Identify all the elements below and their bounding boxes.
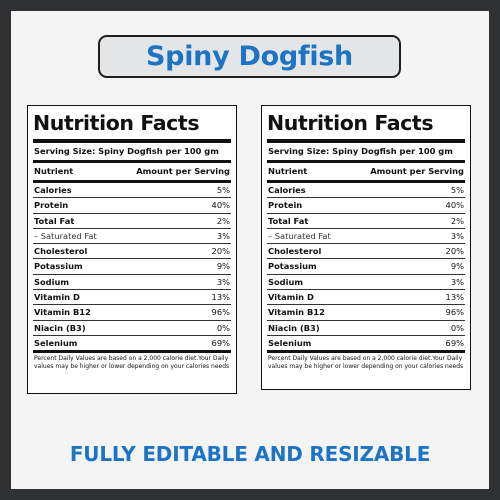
divider [33, 350, 231, 354]
divider [267, 350, 465, 354]
nutrient-value: 40% [211, 200, 230, 211]
nutrient-name: Cholesterol [268, 246, 322, 257]
nutrient-value: 3% [450, 276, 464, 287]
nutrient-name: Selenium [268, 337, 312, 348]
nutrient-name: – Saturated Fat [34, 230, 97, 241]
nutrient-row: Total Fat 2% [267, 212, 465, 228]
nutrient-name: Potassium [34, 261, 83, 272]
nutrient-value: 3% [216, 276, 230, 287]
nutrient-value: 0% [216, 322, 230, 333]
nutrient-value: 2% [450, 215, 464, 226]
nutrient-row: Protein 40% [267, 197, 465, 212]
nutrient-name: Calories [268, 185, 306, 195]
nutrient-value: 96% [445, 307, 464, 318]
nutrition-label-right: Nutrition Facts Serving Size: Spiny Dogf… [261, 105, 471, 390]
nutrient-list: Calories 5% Protein 40% Total Fat 2% – Saturat… [267, 183, 465, 350]
nutrient-row: Potassium 9% [267, 258, 465, 273]
nutrient-name: Selenium [34, 337, 78, 348]
divider [267, 160, 465, 163]
divider [267, 180, 465, 183]
nutrient-name: Cholesterol [34, 246, 88, 257]
nutrient-name: Protein [268, 200, 303, 211]
amount-header: Amount per Serving [370, 166, 464, 176]
nutrient-name: Calories [34, 185, 72, 195]
nutrient-name: Total Fat [34, 215, 75, 226]
nutrient-name: Vitamin D [34, 292, 80, 303]
nutrition-facts-heading: Nutrition Facts [33, 111, 200, 135]
nutrient-name: Vitamin B12 [34, 307, 91, 318]
nutrient-list: Calories 5% Protein 40% Total Fat 2% – Saturat… [33, 183, 231, 350]
nutrient-row: Cholesterol 20% [33, 243, 231, 258]
divider [33, 139, 231, 143]
divider [267, 139, 465, 143]
nutrient-value: 20% [445, 246, 464, 257]
nutrient-name: Potassium [268, 261, 317, 272]
nutrient-value: 69% [211, 337, 230, 348]
title-banner: Spiny Dogfish [98, 35, 401, 78]
nutrient-value: 13% [445, 292, 464, 303]
nutrient-value: 3% [216, 230, 230, 241]
serving-size: Serving Size: Spiny Dogfish per 100 gm [268, 146, 453, 156]
footnote: Percent Daily Values are based on a 2,00… [268, 355, 464, 370]
nutrient-name: Sodium [34, 276, 70, 287]
nutrient-name: Vitamin D [268, 292, 314, 303]
divider [33, 160, 231, 163]
nutrient-name: Vitamin B12 [268, 307, 325, 318]
nutrient-value: 13% [211, 292, 230, 303]
nutrient-value: 40% [445, 200, 464, 211]
serving-size: Serving Size: Spiny Dogfish per 100 gm [34, 146, 219, 156]
nutrient-name: Sodium [268, 276, 304, 287]
nutrient-row: Niacin (B3) 0% [33, 319, 231, 335]
nutrient-row: Vitamin D 13% [267, 289, 465, 304]
nutrient-value: 20% [211, 246, 230, 257]
nutrient-value: 2% [216, 215, 230, 226]
nutrition-label-left: Nutrition Facts Serving Size: Spiny Dogf… [27, 105, 237, 394]
nutrient-row: – Saturated Fat 3% [33, 227, 231, 243]
nutrient-value: 9% [450, 261, 464, 272]
column-header: Nutrient Amount per Serving [33, 163, 231, 180]
nutrient-value: 5% [216, 185, 230, 195]
footnote: Percent Daily Values are based on a 2,00… [34, 355, 230, 370]
tagline: FULLY EDITABLE AND RESIZABLE [69, 442, 431, 466]
nutrient-name: Total Fat [268, 215, 309, 226]
nutrient-row: Total Fat 2% [33, 212, 231, 228]
nutrient-value: 5% [450, 185, 464, 195]
nutrient-row: Sodium 3% [33, 273, 231, 289]
nutrient-row: Cholesterol 20% [267, 243, 465, 258]
nutrient-value: 3% [450, 230, 464, 241]
nutrient-header: Nutrient [268, 166, 308, 176]
nutrient-row: Vitamin B12 96% [267, 304, 465, 319]
nutrition-facts-heading: Nutrition Facts [267, 111, 434, 135]
nutrient-row: Potassium 9% [33, 258, 231, 273]
nutrient-row: Protein 40% [33, 197, 231, 212]
nutrient-row: Selenium 69% [267, 334, 465, 350]
amount-header: Amount per Serving [136, 166, 230, 176]
nutrient-row: Calories 5% [267, 183, 465, 197]
nutrient-row: Selenium 69% [33, 334, 231, 350]
nutrient-row: Niacin (B3) 0% [267, 319, 465, 335]
nutrient-value: 0% [450, 322, 464, 333]
nutrient-name: Niacin (B3) [268, 322, 320, 333]
nutrient-name: Niacin (B3) [34, 322, 86, 333]
nutrient-row: Vitamin B12 96% [33, 304, 231, 319]
nutrient-row: Sodium 3% [267, 273, 465, 289]
nutrient-header: Nutrient [34, 166, 74, 176]
nutrient-value: 69% [445, 337, 464, 348]
divider [33, 180, 231, 183]
nutrient-name: – Saturated Fat [268, 230, 331, 241]
nutrient-name: Protein [34, 200, 69, 211]
nutrient-row: Vitamin D 13% [33, 289, 231, 304]
nutrient-row: – Saturated Fat 3% [267, 227, 465, 243]
nutrient-value: 9% [216, 261, 230, 272]
nutrient-value: 96% [211, 307, 230, 318]
column-header: Nutrient Amount per Serving [267, 163, 465, 180]
nutrient-row: Calories 5% [33, 183, 231, 197]
product-title: Spiny Dogfish [146, 41, 353, 72]
